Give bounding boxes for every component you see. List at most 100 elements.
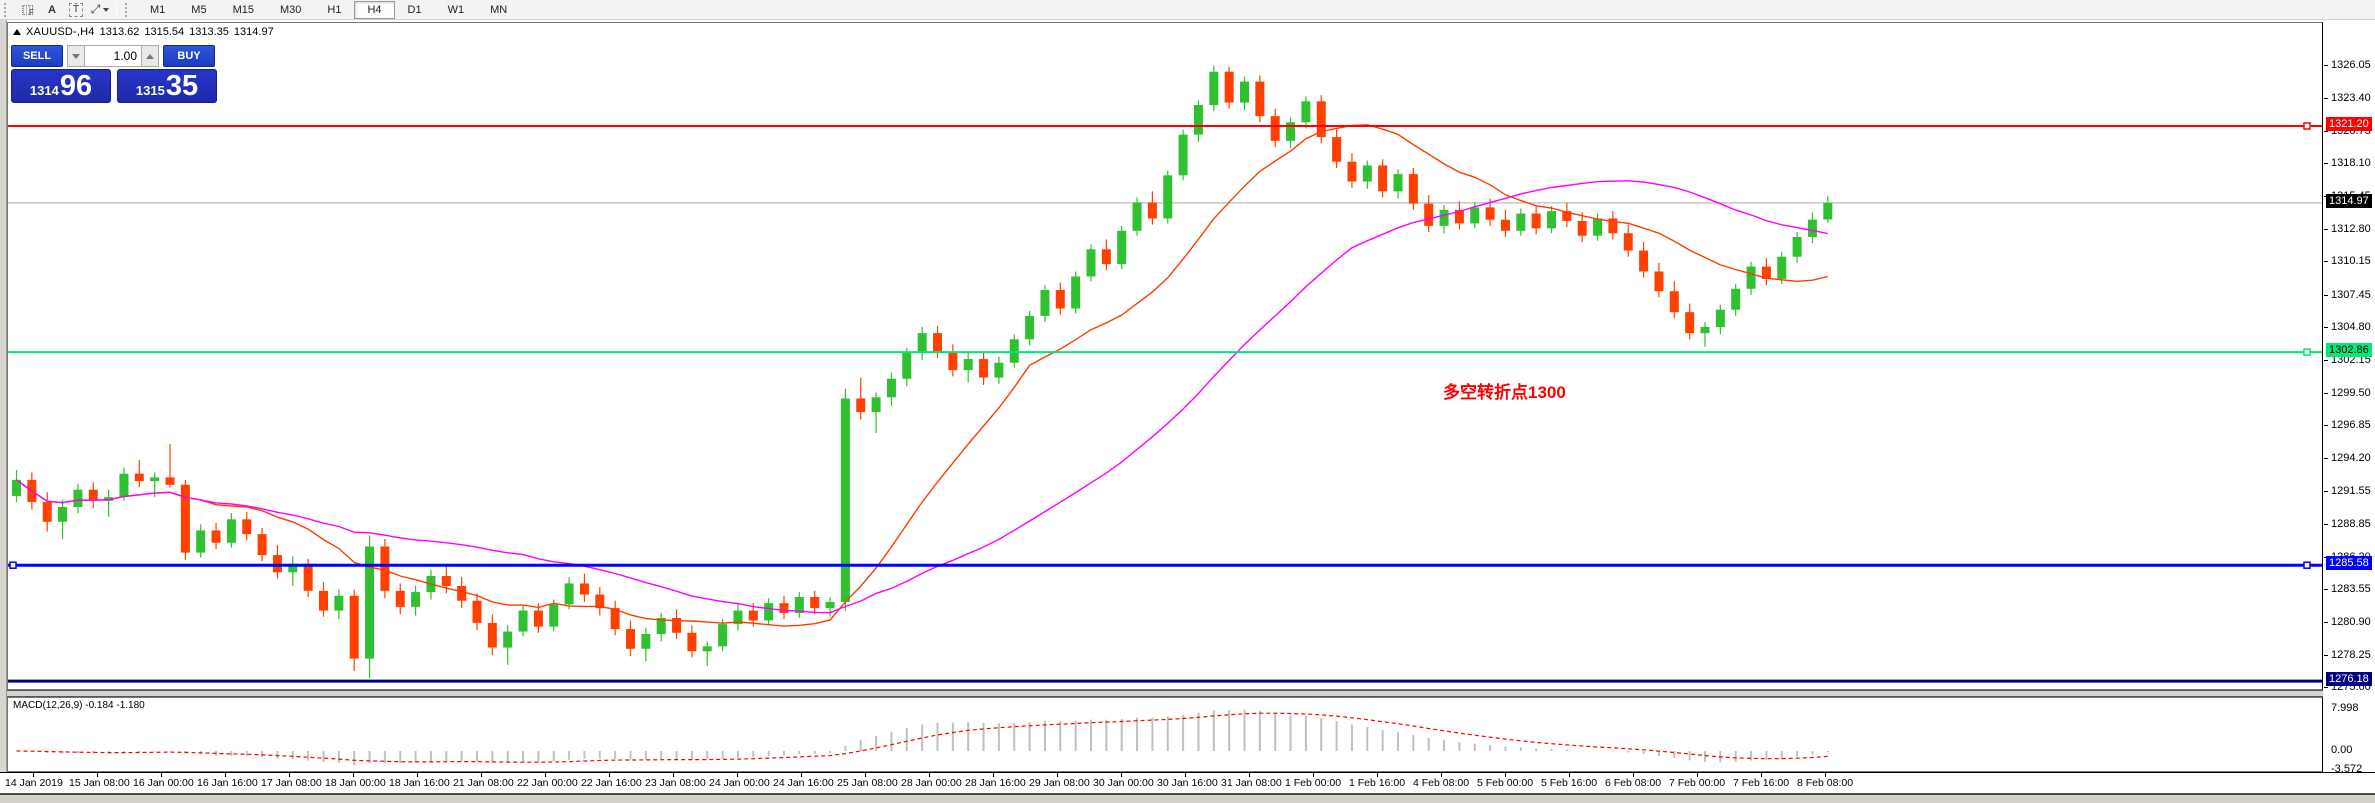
time-axis-tick <box>289 773 290 777</box>
ma-fast-line[interactable] <box>16 124 1828 627</box>
timeframe-button-d1[interactable]: D1 <box>407 3 422 16</box>
time-axis-label: 17 Jan 08:00 <box>261 777 322 789</box>
time-axis-label: 28 Jan 00:00 <box>901 777 962 789</box>
candle-body <box>564 583 574 605</box>
candle-body <box>779 603 789 614</box>
candle-body <box>472 600 482 623</box>
price-axis-tick <box>2324 65 2328 67</box>
time-axis-label: 7 Feb 16:00 <box>1733 777 1790 789</box>
macd-histogram <box>30 709 1829 766</box>
candle-body <box>1746 266 1756 289</box>
timeframe-button-m5[interactable]: M5 <box>191 3 207 16</box>
text-tool-icon[interactable]: T <box>66 2 86 18</box>
price-axis-highlight-label: 1321.20 <box>2326 117 2372 131</box>
candle-body <box>1547 211 1556 229</box>
time-axis-label: 1 Feb 16:00 <box>1349 777 1406 789</box>
chart-annotation-text[interactable]: 多空转折点1300 <box>1443 383 1566 402</box>
candle-body <box>1209 71 1219 106</box>
time-axis-tick <box>609 773 610 777</box>
price-axis-label: 1278.25 <box>2331 648 2371 661</box>
candle-body <box>1593 218 1603 236</box>
candle-body <box>1792 236 1802 257</box>
candle-body <box>1301 101 1311 123</box>
price-chart-pane[interactable]: XAUUSD-,H4 1313.62 1315.54 1313.35 1314.… <box>7 22 2323 690</box>
price-axis-label: 1280.90 <box>2331 615 2371 628</box>
macd-pane[interactable]: MACD(12,26,9) -0.184 -1.180 <box>7 697 2323 772</box>
font-a-icon[interactable]: A <box>48 3 56 16</box>
time-axis-tick <box>225 773 226 777</box>
time-axis-tick <box>1377 773 1378 777</box>
candle-body <box>165 477 175 485</box>
sell-button[interactable]: SELL <box>11 45 63 67</box>
candle-body <box>334 595 344 611</box>
price-axis-tick <box>2324 228 2328 230</box>
time-axis-label: 1 Feb 00:00 <box>1285 777 1342 789</box>
candle-body <box>12 479 21 496</box>
price-axis-label: 1288.85 <box>2331 517 2371 530</box>
buy-price-box[interactable]: 1315 35 <box>117 69 217 103</box>
sell-price-box[interactable]: 1314 96 <box>11 69 111 103</box>
candle-body <box>948 351 958 371</box>
timeframe-button-mn[interactable]: MN <box>490 3 508 16</box>
candle-body <box>150 477 160 482</box>
macd-axis-label: -3.572 <box>2331 762 2363 775</box>
candle-body <box>672 617 682 633</box>
macd-canvas[interactable] <box>8 698 2322 771</box>
macd-value: -0.184 <box>85 700 114 711</box>
candle-body <box>211 530 221 543</box>
time-axis-tick <box>161 773 162 777</box>
candle-body <box>441 576 451 586</box>
timeframe-button-h1[interactable]: H1 <box>327 3 342 16</box>
hline-handle[interactable] <box>9 561 17 569</box>
toolbar-grip-2[interactable] <box>125 2 132 17</box>
price-axis-tick <box>2324 392 2328 394</box>
price-axis[interactable]: 1326.051323.401320.751318.101315.451312.… <box>2324 22 2375 775</box>
timeframe-button-h4[interactable]: H4 <box>354 0 395 19</box>
candle-body <box>1040 289 1050 316</box>
hline-handle[interactable] <box>2303 348 2311 356</box>
time-axis-tick <box>1697 773 1698 777</box>
candle-body <box>1454 209 1464 224</box>
buy-button[interactable]: BUY <box>163 45 215 67</box>
price-axis-label: 1299.50 <box>2331 386 2371 399</box>
time-axis-tick <box>865 773 866 777</box>
candle-body <box>1362 165 1372 182</box>
spinner-down-icon <box>72 53 80 59</box>
volume-decrease-button[interactable] <box>67 45 85 67</box>
candle-body <box>457 585 467 601</box>
candle-body <box>1731 288 1741 310</box>
timeframe-button-m15[interactable]: M15 <box>232 3 254 16</box>
candle-body <box>963 359 973 371</box>
grid-f-icon[interactable]: F <box>18 2 38 18</box>
time-axis-tick <box>1761 773 1762 777</box>
candle-body <box>487 622 497 648</box>
chevron-down-icon[interactable] <box>103 7 110 12</box>
ma-slow-line[interactable] <box>16 180 1828 614</box>
buy-price-integer: 1315 <box>135 83 165 98</box>
timeframe-button-m30[interactable]: M30 <box>279 3 302 16</box>
arrows-tool-icon[interactable]: ⤢ <box>90 2 110 18</box>
pane-divider[interactable] <box>7 690 2323 697</box>
candle-body <box>1761 266 1771 279</box>
toolbar: F A T ⤢ M1 M5 M15 M30 H1 H4 D1 W1 MN <box>0 0 2375 20</box>
hline-handle[interactable] <box>2303 561 2311 569</box>
candle-body <box>1823 202 1833 220</box>
volume-increase-button[interactable] <box>141 45 159 67</box>
candle-body <box>1240 81 1249 103</box>
time-axis-tick <box>1249 773 1250 777</box>
time-axis[interactable]: 14 Jan 2019 15 Jan 08:00 16 Jan 00:00 16 Ja… <box>0 772 2375 793</box>
buy-price-pips: 35 <box>165 70 199 102</box>
time-axis-tick <box>1569 773 1570 777</box>
candle-body <box>902 352 912 379</box>
timeframe-button-w1[interactable]: W1 <box>447 3 465 16</box>
time-axis-label: 24 Jan 16:00 <box>773 777 834 789</box>
hline-handle[interactable] <box>2303 122 2311 130</box>
symbol-collapse-icon[interactable] <box>13 29 21 35</box>
time-axis-label: 5 Feb 16:00 <box>1541 777 1598 789</box>
price-chart-canvas[interactable] <box>8 23 2322 689</box>
time-axis-tick <box>417 773 418 777</box>
toolbar-grip[interactable] <box>4 2 11 17</box>
timeframe-button-m1[interactable]: M1 <box>150 3 166 16</box>
candle-body <box>119 473 129 498</box>
volume-input[interactable] <box>85 45 141 67</box>
